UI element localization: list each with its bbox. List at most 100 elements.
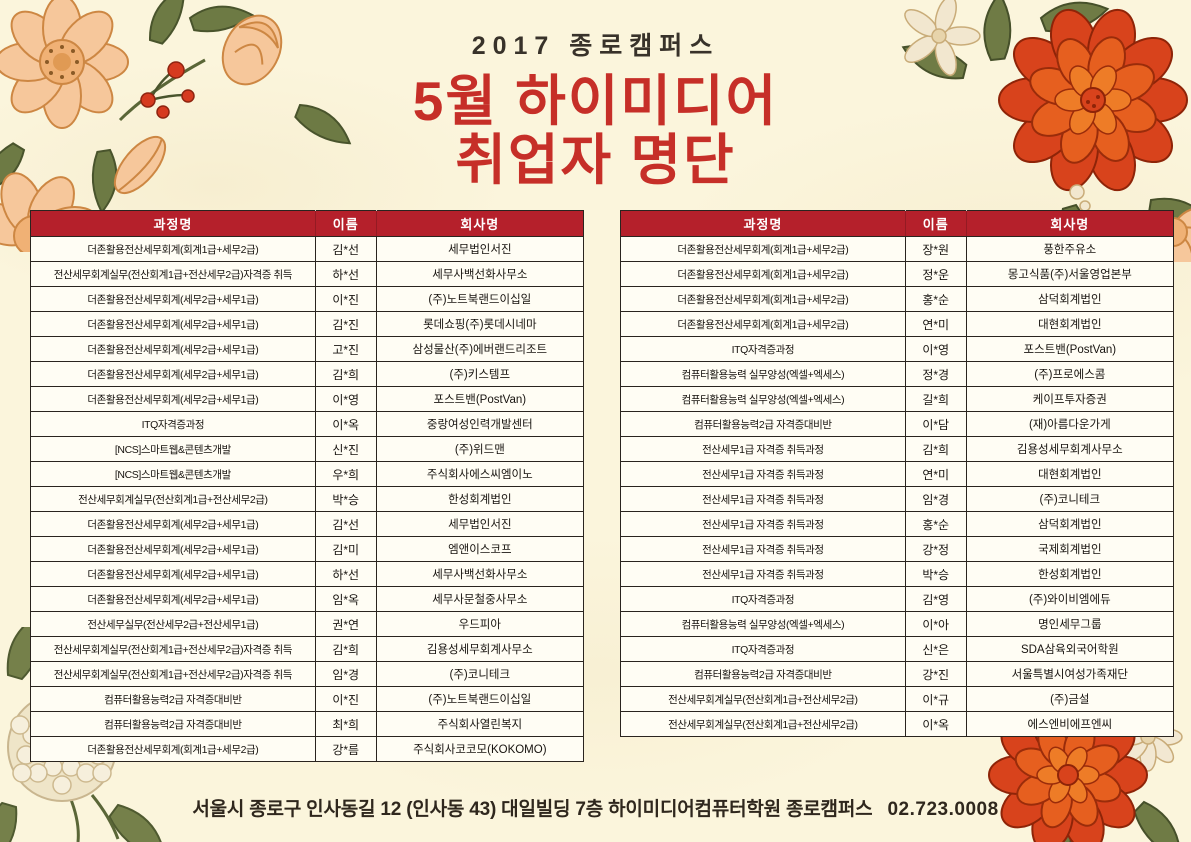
name-cell: 길*희 bbox=[904, 386, 967, 412]
course-cell: [NCS]스마트웹&콘텐츠개발 bbox=[30, 436, 316, 462]
course-cell: 전산세무1급 자격증 취득과정 bbox=[620, 461, 906, 487]
address-text: 서울시 종로구 인사동길 12 (인사동 43) 대일빌딩 7층 하이미디어컴퓨… bbox=[192, 799, 873, 820]
course-cell: [NCS]스마트웹&콘텐츠개발 bbox=[30, 461, 316, 487]
name-cell: 권*연 bbox=[314, 611, 377, 637]
company-cell: 주식회사코코모(KOKOMO) bbox=[375, 736, 585, 762]
name-cell: 이*영 bbox=[904, 336, 967, 362]
course-cell: 전산세무회계실무(전산회계1급+전산세무2급) bbox=[620, 686, 906, 712]
name-cell: 장*원 bbox=[904, 236, 967, 262]
name-cell: 고*진 bbox=[314, 336, 377, 362]
name-cell: 정*운 bbox=[904, 261, 967, 287]
company-cell: 풍한주유소 bbox=[965, 236, 1175, 262]
course-cell: 더존활용전산세무회계(회계1급+세무2급) bbox=[620, 286, 906, 312]
course-cell: 컴퓨터활용능력2급 자격증대비반 bbox=[620, 411, 906, 437]
course-cell: 컴퓨터활용능력 실무양성(엑셀+엑세스) bbox=[620, 611, 906, 637]
company-cell: 세무사문철중사무소 bbox=[375, 586, 585, 612]
course-cell: 컴퓨터활용능력 실무양성(엑셀+엑세스) bbox=[620, 361, 906, 387]
table-row: ITQ자격증과정 신*은 SDA삼육외국어학원 bbox=[620, 636, 1175, 662]
company-cell: (주)노트북랜드이십일 bbox=[375, 286, 585, 312]
company-cell: (주)코니테크 bbox=[375, 661, 585, 687]
table-row: 더존활용전산세무회계(회계1급+세무2급) 연*미 대현회계법인 bbox=[620, 311, 1175, 337]
company-cell: 국제회계법인 bbox=[965, 536, 1175, 562]
table-row: 더존활용전산세무회계(회계1급+세무2급) 강*름 주식회사코코모(KOKOMO) bbox=[30, 736, 585, 762]
course-cell: 전산세무실무(전산세무2급+전산세무1급) bbox=[30, 611, 316, 637]
company-cell: 김용성세무회계사무소 bbox=[375, 636, 585, 662]
table-row: 전산세무1급 자격증 취득과정 임*경 (주)코니테크 bbox=[620, 486, 1175, 512]
name-cell: 박*승 bbox=[904, 561, 967, 587]
company-cell: 서울특별시여성가족재단 bbox=[965, 661, 1175, 687]
table-row: 전산세무1급 자격증 취득과정 연*미 대현회계법인 bbox=[620, 461, 1175, 487]
company-cell: 주식회사에스씨엠이노 bbox=[375, 461, 585, 487]
name-cell: 하*선 bbox=[314, 561, 377, 587]
name-column-header: 이름 bbox=[904, 210, 967, 237]
name-cell: 이*담 bbox=[904, 411, 967, 437]
company-cell: 삼성물산(주)에버랜드리조트 bbox=[375, 336, 585, 362]
course-cell: 전산세무회계실무(전산회계1급+전산세무2급) bbox=[30, 486, 316, 512]
company-cell: (주)키스템프 bbox=[375, 361, 585, 387]
name-cell: 임*경 bbox=[904, 486, 967, 512]
table-row: 더존활용전산세무회계(세무2급+세무1급) 고*진 삼성물산(주)에버랜드리조트 bbox=[30, 336, 585, 362]
name-cell: 정*경 bbox=[904, 361, 967, 387]
table-row: 더존활용전산세무회계(회계1급+세무2급) 홍*순 삼덕회계법인 bbox=[620, 286, 1175, 312]
table-row: 컴퓨터활용능력 실무양성(엑셀+엑세스) 정*경 (주)프로에스콤 bbox=[620, 361, 1175, 387]
company-cell: 포스트밴(PostVan) bbox=[375, 386, 585, 412]
name-cell: 이*옥 bbox=[314, 411, 377, 437]
course-cell: 더존활용전산세무회계(세무2급+세무1급) bbox=[30, 311, 316, 337]
table-row: [NCS]스마트웹&콘텐츠개발 신*진 (주)위드맨 bbox=[30, 436, 585, 462]
table-row: 더존활용전산세무회계(회계1급+세무2급) 장*원 풍한주유소 bbox=[620, 236, 1175, 262]
course-cell: ITQ자격증과정 bbox=[620, 636, 906, 662]
name-cell: 임*옥 bbox=[314, 586, 377, 612]
company-cell: (주)코니테크 bbox=[965, 486, 1175, 512]
table-row: 전산세무회계실무(전산회계1급+전산세무2급)자격증 취득 임*경 (주)코니테크 bbox=[30, 661, 585, 687]
table-row: 더존활용전산세무회계(세무2급+세무1급) 이*진 (주)노트북랜드이십일 bbox=[30, 286, 585, 312]
table-row: 전산세무1급 자격증 취득과정 강*정 국제회계법인 bbox=[620, 536, 1175, 562]
course-cell: ITQ자격증과정 bbox=[620, 586, 906, 612]
name-cell: 김*희 bbox=[314, 636, 377, 662]
name-cell: 강*름 bbox=[314, 736, 377, 762]
course-cell: 더존활용전산세무회계(세무2급+세무1급) bbox=[30, 536, 316, 562]
course-cell: ITQ자격증과정 bbox=[620, 336, 906, 362]
name-cell: 김*진 bbox=[314, 311, 377, 337]
course-cell: 더존활용전산세무회계(세무2급+세무1급) bbox=[30, 286, 316, 312]
company-cell: 우드피아 bbox=[375, 611, 585, 637]
course-cell: 더존활용전산세무회계(회계1급+세무2급) bbox=[30, 736, 316, 762]
company-cell: (주)금설 bbox=[965, 686, 1175, 712]
phone-number: 02.723.0008 bbox=[887, 799, 999, 820]
table-row: 더존활용전산세무회계(회계1급+세무2급) 정*운 몽고식품(주)서울영업본부 bbox=[620, 261, 1175, 287]
table-row: 컴퓨터활용능력2급 자격증대비반 이*진 (주)노트북랜드이십일 bbox=[30, 686, 585, 712]
name-cell: 이*진 bbox=[314, 286, 377, 312]
course-cell: 전산세무회계실무(전산회계1급+전산세무2급)자격증 취득 bbox=[30, 661, 316, 687]
course-column-header: 과정명 bbox=[30, 210, 316, 237]
course-cell: 전산세무1급 자격증 취득과정 bbox=[620, 536, 906, 562]
company-cell: 케이프투자증권 bbox=[965, 386, 1175, 412]
company-cell: (재)아름다운가게 bbox=[965, 411, 1175, 437]
course-cell: ITQ자격증과정 bbox=[30, 411, 316, 437]
table-row: 더존활용전산세무회계(세무2급+세무1급) 김*미 엠앤이스코프 bbox=[30, 536, 585, 562]
company-cell: (주)프로에스콤 bbox=[965, 361, 1175, 387]
course-cell: 컴퓨터활용능력2급 자격증대비반 bbox=[620, 661, 906, 687]
footer: 서울시 종로구 인사동길 12 (인사동 43) 대일빌딩 7층 하이미디어컴퓨… bbox=[0, 794, 1191, 821]
table-header-row: 과정명 이름 회사명 bbox=[30, 210, 584, 237]
table-row: 더존활용전산세무회계(세무2급+세무1급) 이*영 포스트밴(PostVan) bbox=[30, 386, 585, 412]
table-row: [NCS]스마트웹&콘텐츠개발 우*희 주식회사에스씨엠이노 bbox=[30, 461, 585, 487]
company-cell: 삼덕회계법인 bbox=[965, 286, 1175, 312]
table-row: 컴퓨터활용능력2급 자격증대비반 최*희 주식회사열린복지 bbox=[30, 711, 585, 737]
name-cell: 김*선 bbox=[314, 511, 377, 537]
company-cell: 주식회사열린복지 bbox=[375, 711, 585, 737]
table-row: ITQ자격증과정 이*영 포스트밴(PostVan) bbox=[620, 336, 1175, 362]
name-cell: 김*희 bbox=[314, 361, 377, 387]
name-cell: 이*규 bbox=[904, 686, 967, 712]
company-cell: 한성회계법인 bbox=[965, 561, 1175, 587]
company-cell: 롯데쇼핑(주)롯데시네마 bbox=[375, 311, 585, 337]
table-row: 전산세무회계실무(전산회계1급+전산세무2급) 이*옥 에스엔비에프엔씨 bbox=[620, 711, 1175, 737]
course-cell: 컴퓨터활용능력2급 자격증대비반 bbox=[30, 711, 316, 737]
company-cell: 김용성세무회계사무소 bbox=[965, 436, 1175, 462]
course-cell: 더존활용전산세무회계(회계1급+세무2급) bbox=[620, 311, 906, 337]
name-cell: 이*영 bbox=[314, 386, 377, 412]
table-row: 더존활용전산세무회계(회계1급+세무2급) 김*선 세무법인서진 bbox=[30, 236, 585, 262]
table-row: 컴퓨터활용능력 실무양성(엑셀+엑세스) 길*희 케이프투자증권 bbox=[620, 386, 1175, 412]
title-block: 2017 종로캠퍼스 5월 하이미디어 취업자 명단 bbox=[0, 26, 1191, 190]
table-row: 컴퓨터활용능력2급 자격증대비반 강*진 서울특별시여성가족재단 bbox=[620, 661, 1175, 687]
company-cell: 대현회계법인 bbox=[965, 461, 1175, 487]
table-row: ITQ자격증과정 김*영 (주)와이비엠에듀 bbox=[620, 586, 1175, 612]
